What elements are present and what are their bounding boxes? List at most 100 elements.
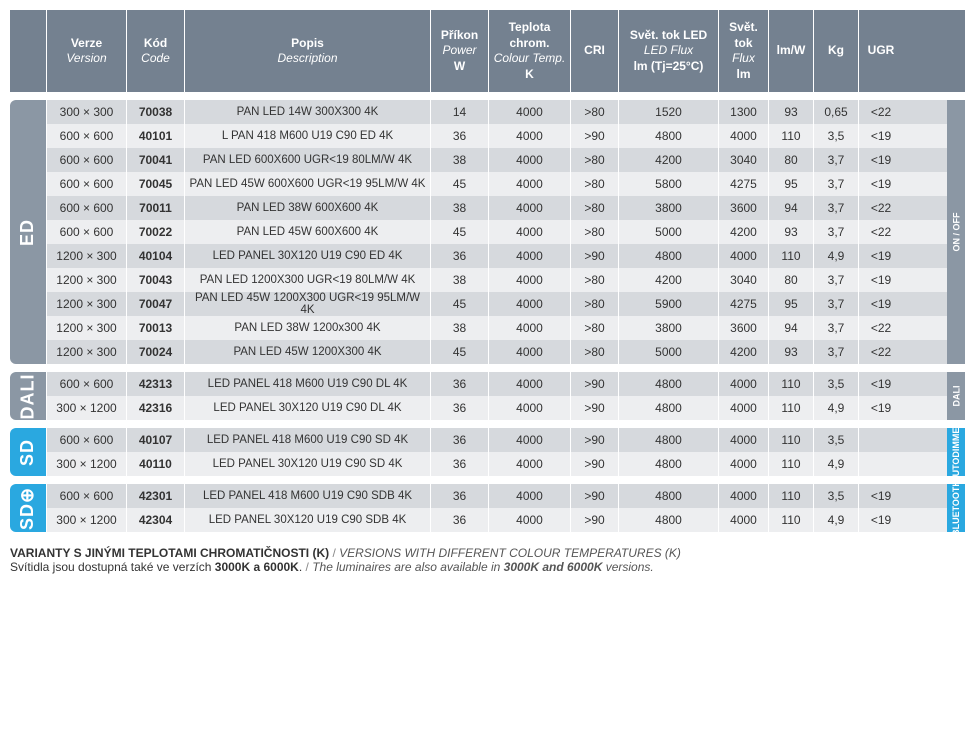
cell-flux: 1300	[718, 100, 768, 124]
cell-desc: PAN LED 600X600 UGR<19 80LM/W 4K	[184, 148, 430, 172]
cell-code: 70022	[126, 220, 184, 244]
cell-cri: >80	[570, 316, 618, 340]
cell-ugr: <19	[858, 508, 903, 532]
cell-power: 36	[430, 452, 488, 476]
cell-version: 1200 × 300	[46, 292, 126, 316]
cell-flux: 4000	[718, 244, 768, 268]
cell-ledflux: 5800	[618, 172, 718, 196]
cell-power: 36	[430, 372, 488, 396]
footnote: VARIANTY S JINÝMI TEPLOTAMI CHROMATIČNOS…	[10, 546, 965, 574]
cell-temp: 4000	[488, 316, 570, 340]
cell-cri: >80	[570, 172, 618, 196]
cell-temp: 4000	[488, 196, 570, 220]
cell-flux: 3600	[718, 316, 768, 340]
header-flux: Svět. tokFluxlm	[718, 10, 768, 92]
cell-code: 70047	[126, 292, 184, 316]
cell-cri: >80	[570, 196, 618, 220]
cell-code: 70041	[126, 148, 184, 172]
tab-left: DALI	[10, 372, 46, 420]
footnote-cz-title: VARIANTY S JINÝMI TEPLOTAMI CHROMATIČNOS…	[10, 546, 329, 560]
cell-cri: >90	[570, 484, 618, 508]
cell-version: 300 × 300	[46, 100, 126, 124]
tab-right: ON / OFF	[947, 100, 965, 364]
cell-flux: 4000	[718, 428, 768, 452]
cell-desc: PAN LED 1200X300 UGR<19 80LM/W 4K	[184, 268, 430, 292]
cell-power: 38	[430, 316, 488, 340]
cell-version: 600 × 600	[46, 172, 126, 196]
cell-power: 45	[430, 340, 488, 364]
section-sd: SD600 × 60040107LED PANEL 418 M600 U19 C…	[10, 428, 965, 476]
cell-version: 600 × 600	[46, 124, 126, 148]
tab-left: SD⊕	[10, 484, 46, 532]
tab-left: ED	[10, 100, 46, 364]
cell-power: 36	[430, 124, 488, 148]
cell-kg: 3,7	[813, 148, 858, 172]
cell-flux: 4000	[718, 372, 768, 396]
table-header: VerzeVersionKódCodePopisDescriptionPříko…	[10, 10, 965, 92]
cell-desc: LED PANEL 30X120 U19 C90 DL 4K	[184, 396, 430, 420]
cell-power: 36	[430, 508, 488, 532]
cell-cri: >90	[570, 396, 618, 420]
cell-temp: 4000	[488, 100, 570, 124]
cell-version: 1200 × 300	[46, 244, 126, 268]
cell-flux: 4000	[718, 452, 768, 476]
cell-temp: 4000	[488, 148, 570, 172]
header-ugr: UGR	[858, 10, 903, 92]
table-row: 1200 × 30070013PAN LED 38W 1200x300 4K38…	[46, 316, 947, 340]
cell-lmw: 110	[768, 452, 813, 476]
cell-lmw: 110	[768, 124, 813, 148]
table-row: 300 × 30070038PAN LED 14W 300X300 4K1440…	[46, 100, 947, 124]
cell-flux: 4275	[718, 292, 768, 316]
cell-temp: 4000	[488, 508, 570, 532]
cell-ugr: <19	[858, 172, 903, 196]
cell-temp: 4000	[488, 372, 570, 396]
cell-temp: 4000	[488, 220, 570, 244]
cell-lmw: 94	[768, 316, 813, 340]
footnote-en-c: versions.	[602, 560, 653, 574]
footnote-cz-b: 3000K a 6000K	[215, 560, 299, 574]
cell-lmw: 110	[768, 428, 813, 452]
cell-kg: 0,65	[813, 100, 858, 124]
cell-desc: PAN LED 45W 600X600 4K	[184, 220, 430, 244]
table-row: 600 × 60070045PAN LED 45W 600X600 UGR<19…	[46, 172, 947, 196]
cell-code: 70045	[126, 172, 184, 196]
cell-kg: 4,9	[813, 396, 858, 420]
cell-code: 70043	[126, 268, 184, 292]
cell-ledflux: 4800	[618, 484, 718, 508]
cell-lmw: 110	[768, 244, 813, 268]
cell-temp: 4000	[488, 396, 570, 420]
cell-kg: 3,7	[813, 220, 858, 244]
cell-lmw: 110	[768, 484, 813, 508]
cell-kg: 4,9	[813, 508, 858, 532]
table-row: 600 × 60042301LED PANEL 418 M600 U19 C90…	[46, 484, 947, 508]
header-pad-left	[10, 10, 46, 92]
header-temp: Teplota chrom.Colour Temp.K	[488, 10, 570, 92]
cell-version: 1200 × 300	[46, 340, 126, 364]
header-pad-right	[903, 10, 921, 92]
cell-lmw: 110	[768, 396, 813, 420]
tab-right: DALI	[947, 372, 965, 420]
cell-lmw: 94	[768, 196, 813, 220]
cell-code: 42313	[126, 372, 184, 396]
footnote-en-b: 3000K and 6000K	[504, 560, 603, 574]
cell-desc: LED PANEL 30X120 U19 C90 SDB 4K	[184, 508, 430, 532]
cell-kg: 3,5	[813, 428, 858, 452]
cell-desc: LED PANEL 418 M600 U19 C90 DL 4K	[184, 372, 430, 396]
cell-ledflux: 5000	[618, 340, 718, 364]
tab-left: SD	[10, 428, 46, 476]
cell-ugr: <19	[858, 484, 903, 508]
table-row: 1200 × 30040104LED PANEL 30X120 U19 C90 …	[46, 244, 947, 268]
cell-code: 42304	[126, 508, 184, 532]
cell-power: 38	[430, 148, 488, 172]
cell-ugr: <19	[858, 396, 903, 420]
cell-kg: 4,9	[813, 452, 858, 476]
cell-flux: 4200	[718, 340, 768, 364]
cell-code: 40104	[126, 244, 184, 268]
cell-temp: 4000	[488, 244, 570, 268]
cell-temp: 4000	[488, 428, 570, 452]
section-ed: ED300 × 30070038PAN LED 14W 300X300 4K14…	[10, 100, 965, 364]
cell-version: 1200 × 300	[46, 268, 126, 292]
table-row: 300 × 120042316LED PANEL 30X120 U19 C90 …	[46, 396, 947, 420]
cell-desc: PAN LED 38W 600X600 4K	[184, 196, 430, 220]
cell-code: 70024	[126, 340, 184, 364]
